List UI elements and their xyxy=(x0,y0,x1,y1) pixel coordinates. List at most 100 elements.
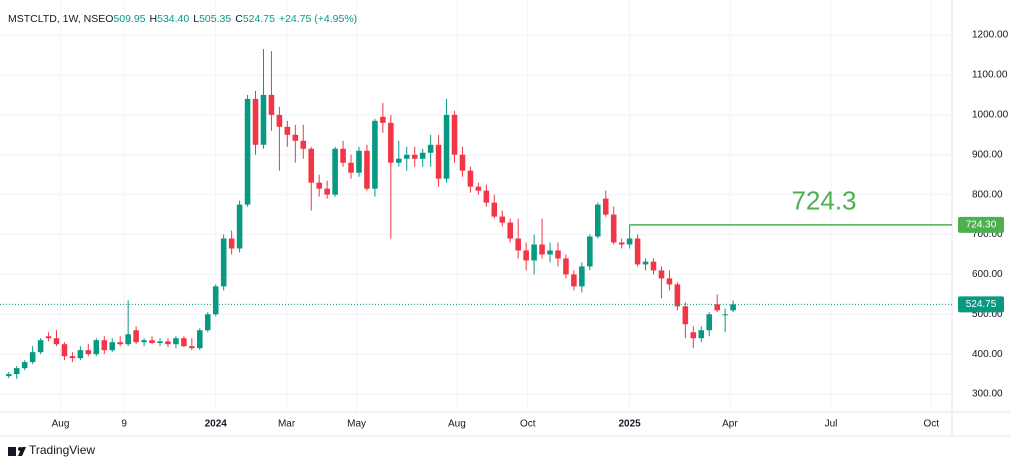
candle-body xyxy=(547,250,553,255)
candle-body xyxy=(308,148,315,183)
candle-body xyxy=(364,150,370,189)
level-annotation: 724.3 xyxy=(791,186,856,216)
footer-brand: TradingView xyxy=(29,443,95,457)
candle-body xyxy=(332,148,338,195)
candle-body xyxy=(435,144,442,179)
candle-body xyxy=(133,330,139,343)
candle-body xyxy=(340,148,346,163)
candle-body xyxy=(141,340,147,343)
change: +24.75 (+4.95%) xyxy=(279,13,357,25)
candle-body xyxy=(483,190,490,203)
candle-body xyxy=(595,204,601,237)
candle-body xyxy=(53,338,60,345)
logo xyxy=(8,447,26,456)
candle-body xyxy=(618,242,625,245)
candle-body xyxy=(37,340,44,353)
candle-body xyxy=(642,261,649,265)
candle-body xyxy=(475,186,482,191)
candle-body xyxy=(324,188,330,195)
candle-body xyxy=(189,346,195,349)
x-tick-label: Jul xyxy=(825,419,838,430)
candle-body xyxy=(197,330,203,349)
candle-body xyxy=(730,304,736,311)
candle-body xyxy=(626,238,633,245)
last-price-tag xyxy=(958,296,1004,313)
candle-body xyxy=(722,314,728,316)
candle-body xyxy=(181,338,187,347)
ohlc-value: 534.40 xyxy=(157,13,189,25)
x-tick-label: 2024 xyxy=(205,419,228,430)
x-tick-label: Aug xyxy=(52,419,70,430)
candle-body xyxy=(77,350,84,359)
candle-body xyxy=(698,330,705,339)
candle-body xyxy=(411,154,418,159)
ohlc-value: 509.95 xyxy=(113,13,145,25)
x-tick-label: 9 xyxy=(121,419,127,430)
candle-body xyxy=(531,244,537,261)
ohlc-key: O xyxy=(105,13,113,25)
candle-body xyxy=(491,202,498,217)
candle-body xyxy=(579,266,585,287)
candle-body xyxy=(499,216,506,223)
candle-body xyxy=(125,334,131,345)
candle-body xyxy=(61,344,68,357)
candle-body xyxy=(427,144,434,153)
x-tick-label: Mar xyxy=(278,419,296,430)
candle-body xyxy=(467,170,474,187)
candle-body xyxy=(69,356,76,359)
level-tag-label: 724.30 xyxy=(966,219,997,230)
y-tick-label: 1200.00 xyxy=(972,30,1009,41)
candle-body xyxy=(451,114,458,155)
x-tick-label: 2025 xyxy=(619,419,642,430)
candle-body xyxy=(316,182,322,189)
symbol: MSTCLTD, 1W, NSE xyxy=(8,13,105,25)
candle-body xyxy=(634,238,641,265)
candle-body xyxy=(85,350,92,355)
candle-body xyxy=(356,150,362,173)
candle-body xyxy=(443,114,450,179)
candle-body xyxy=(260,94,267,145)
candle-body xyxy=(396,158,402,163)
candle-body xyxy=(610,214,617,243)
candle-body xyxy=(228,238,235,249)
grid xyxy=(0,0,952,412)
candle-body xyxy=(403,154,410,159)
candle-body xyxy=(555,250,561,259)
candle-body xyxy=(212,286,219,315)
candle-body xyxy=(292,134,299,141)
candle-body xyxy=(165,341,171,345)
y-tick-label: 700.00 xyxy=(972,229,1003,240)
candle-body xyxy=(5,374,12,377)
candle-body xyxy=(284,126,291,135)
candle-body xyxy=(674,284,681,307)
candle-body xyxy=(515,238,521,251)
y-tick-label: 600.00 xyxy=(972,269,1003,280)
candle-body xyxy=(372,120,378,189)
ohlc-key: H xyxy=(150,13,158,25)
candle-body xyxy=(682,306,689,325)
y-tick-label: 500.00 xyxy=(972,309,1003,320)
candle-body xyxy=(706,314,713,331)
candle-body xyxy=(149,340,155,344)
candle-body xyxy=(29,352,36,363)
x-tick-label: Oct xyxy=(520,419,536,430)
x-tick-label: Oct xyxy=(924,419,940,430)
candle-body xyxy=(13,368,20,375)
candle-body xyxy=(380,116,386,123)
last-price-label: 524.75 xyxy=(966,299,997,310)
y-tick-label: 400.00 xyxy=(972,349,1003,360)
x-tick-label: Aug xyxy=(448,419,466,430)
candle-body xyxy=(93,340,100,355)
level-tag xyxy=(958,216,1004,233)
candle-body xyxy=(563,258,569,275)
candle-body xyxy=(117,342,123,345)
candle-body xyxy=(45,336,52,339)
candle-body xyxy=(348,162,354,173)
candle-body xyxy=(101,340,108,351)
x-tick-label: Apr xyxy=(722,419,738,430)
candle-body xyxy=(388,122,394,163)
candle-body xyxy=(539,244,545,255)
candle-body xyxy=(220,238,227,287)
candle-body xyxy=(276,114,283,127)
ohlc-key: L xyxy=(193,13,199,25)
